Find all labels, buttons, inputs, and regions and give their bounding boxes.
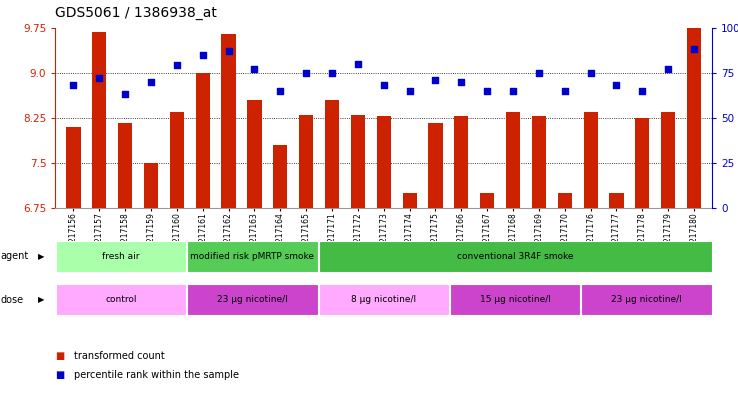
Point	[455, 79, 467, 85]
Point	[636, 88, 648, 94]
Point	[223, 48, 235, 54]
Point	[120, 91, 131, 97]
Text: dose: dose	[1, 295, 24, 305]
Point	[352, 61, 364, 67]
Bar	[687, 28, 701, 208]
Text: 15 μg nicotine/l: 15 μg nicotine/l	[480, 295, 551, 304]
Point	[275, 88, 286, 94]
Bar	[221, 33, 235, 208]
Bar	[56, 284, 186, 315]
Bar	[325, 100, 339, 208]
Text: ■: ■	[55, 370, 65, 380]
Bar	[635, 118, 649, 208]
Point	[326, 70, 338, 76]
Bar	[376, 116, 391, 208]
Bar	[402, 193, 417, 208]
Bar	[610, 193, 624, 208]
Text: GDS5061 / 1386938_at: GDS5061 / 1386938_at	[55, 6, 217, 20]
Text: 23 μg nicotine/l: 23 μg nicotine/l	[611, 295, 682, 304]
Point	[481, 88, 493, 94]
Point	[584, 70, 596, 76]
Bar	[170, 112, 184, 208]
Bar	[480, 193, 494, 208]
Bar	[428, 123, 443, 208]
Bar	[506, 112, 520, 208]
Bar	[299, 115, 314, 208]
Text: fresh air: fresh air	[103, 252, 139, 261]
Text: ▶: ▶	[38, 252, 45, 261]
Point	[378, 82, 390, 88]
Point	[404, 88, 415, 94]
Bar	[118, 123, 132, 208]
Bar	[273, 145, 287, 208]
Bar	[196, 73, 210, 208]
Text: 23 μg nicotine/l: 23 μg nicotine/l	[217, 295, 288, 304]
Point	[145, 79, 157, 85]
Point	[300, 70, 312, 76]
Bar	[532, 116, 546, 208]
Text: modified risk pMRTP smoke: modified risk pMRTP smoke	[190, 252, 314, 261]
Bar	[454, 116, 469, 208]
Point	[610, 82, 622, 88]
Text: agent: agent	[1, 252, 29, 261]
Text: control: control	[106, 295, 137, 304]
Point	[688, 46, 700, 52]
Text: ▶: ▶	[38, 295, 45, 304]
Point	[68, 82, 80, 88]
Point	[533, 70, 545, 76]
Bar	[319, 284, 449, 315]
Bar	[66, 127, 80, 208]
Bar	[187, 284, 317, 315]
Bar	[584, 112, 598, 208]
Bar	[144, 163, 158, 208]
Point	[197, 51, 209, 58]
Bar	[450, 284, 580, 315]
Bar	[319, 241, 711, 272]
Point	[249, 66, 261, 72]
Bar	[558, 193, 572, 208]
Text: percentile rank within the sample: percentile rank within the sample	[74, 370, 239, 380]
Bar	[351, 115, 365, 208]
Point	[507, 88, 519, 94]
Bar	[56, 241, 186, 272]
Text: ■: ■	[55, 351, 65, 361]
Point	[559, 88, 570, 94]
Bar	[187, 241, 317, 272]
Point	[171, 62, 183, 69]
Bar	[247, 100, 261, 208]
Bar	[92, 32, 106, 208]
Bar	[582, 284, 711, 315]
Point	[662, 66, 674, 72]
Text: 8 μg nicotine/l: 8 μg nicotine/l	[351, 295, 416, 304]
Point	[430, 77, 441, 83]
Bar	[661, 112, 675, 208]
Text: conventional 3R4F smoke: conventional 3R4F smoke	[457, 252, 573, 261]
Point	[94, 75, 106, 81]
Text: transformed count: transformed count	[74, 351, 165, 361]
